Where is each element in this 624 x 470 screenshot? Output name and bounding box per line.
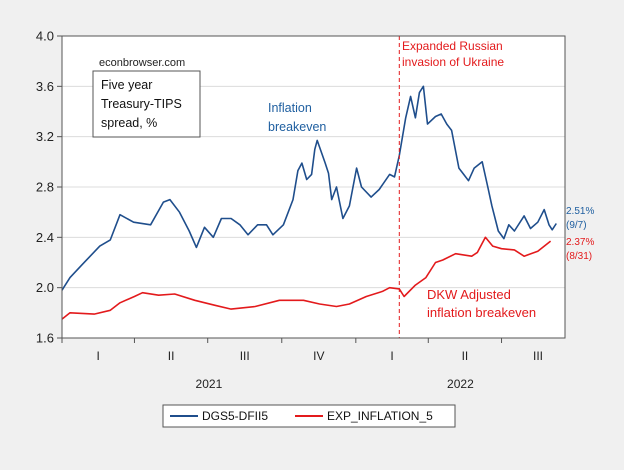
legend: DGS5-DFII5 EXP_INFLATION_5 — [162, 404, 456, 428]
x-quarter-label: IV — [313, 349, 324, 363]
y-tick-label: 3.2 — [36, 129, 54, 144]
y-tick-label: 4.0 — [36, 29, 54, 44]
x-quarter-label: I — [97, 349, 100, 363]
blue-series-label: breakeven — [268, 120, 326, 134]
watermark: econbrowser.com — [99, 57, 185, 69]
series-line-dgs5-dfii5 — [61, 85, 557, 291]
x-quarter-label: III — [533, 349, 543, 363]
series-line-exp-inflation-5 — [61, 236, 552, 320]
blue-end-value: 2.51% — [566, 206, 594, 217]
y-tick-label: 2.8 — [36, 180, 54, 195]
x-quarter-label: I — [390, 349, 393, 363]
red-series-label: DKW Adjusted — [427, 287, 511, 302]
x-quarter-label: II — [168, 349, 175, 363]
red-end-value: 2.37% — [566, 237, 594, 248]
y-axis: 1.6 2.0 2.4 2.8 3.2 3.6 4.0 — [36, 29, 62, 346]
legend-label: DGS5-DFII5 — [202, 409, 268, 423]
x-quarter-label: II — [462, 349, 469, 363]
note-box — [92, 70, 201, 138]
note-line: Treasury-TIPS — [101, 97, 182, 111]
x-year-label: 2021 — [196, 377, 223, 391]
legend-label: EXP_INFLATION_5 — [327, 409, 433, 423]
note-line: spread, % — [101, 116, 157, 130]
note-line: Five year — [101, 78, 152, 92]
plot-border — [61, 35, 566, 339]
y-tick-label: 3.6 — [36, 79, 54, 94]
y-tick-label: 1.6 — [36, 331, 54, 346]
blue-end-date: (9/7) — [566, 220, 587, 231]
red-series-label: inflation breakeven — [427, 305, 536, 320]
blue-series-label: Inflation — [268, 101, 312, 115]
series-group — [61, 85, 557, 320]
y-tick-label: 2.4 — [36, 230, 54, 245]
event-label: Expanded Russian — [402, 39, 503, 53]
red-end-date: (8/31) — [566, 251, 592, 262]
event-label: invasion of Ukraine — [402, 55, 504, 69]
y-tick-label: 2.0 — [36, 280, 54, 295]
x-year-label: 2022 — [447, 377, 474, 391]
x-quarter-label: III — [240, 349, 250, 363]
